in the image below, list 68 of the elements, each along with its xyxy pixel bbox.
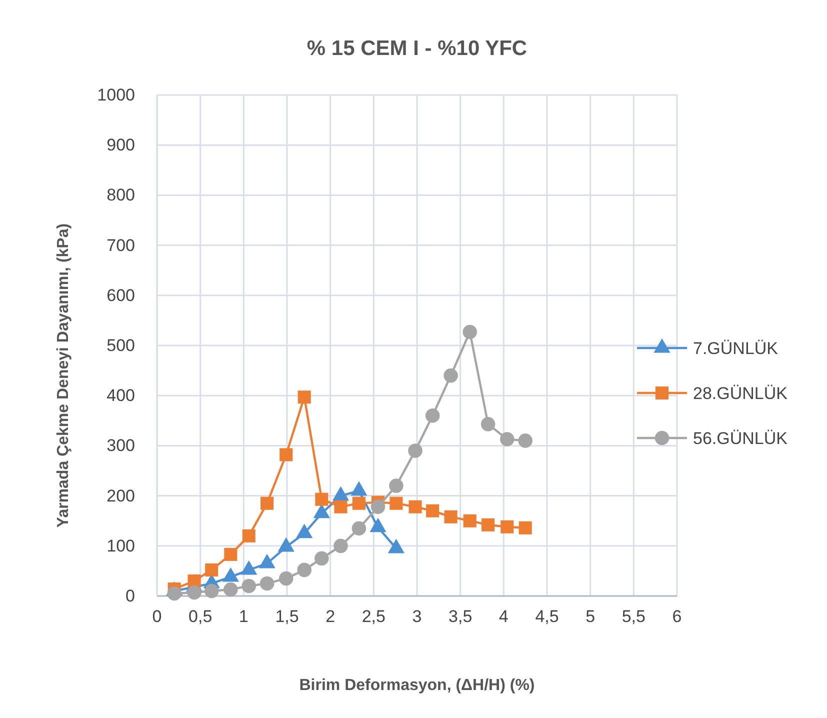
point [408, 500, 422, 514]
y-axis-title: Yarmada Çekme Deneyi Dayanımı, (kPa) [55, 223, 72, 528]
point [500, 432, 514, 446]
legend-label: 7.GÜNLÜK [693, 339, 779, 358]
y-tick-label: 500 [106, 336, 135, 355]
x-tick-label: 1,5 [275, 607, 299, 626]
legend-label: 56.GÜNLÜK [693, 429, 788, 448]
y-tick-label: 700 [106, 236, 135, 255]
point [280, 448, 293, 462]
x-tick-label: 4,5 [535, 607, 559, 626]
x-tick-label: 0,5 [188, 607, 212, 626]
point [187, 585, 202, 600]
x-tick-label: 6 [672, 607, 682, 626]
chart-title: % 15 CEM I - %10 YFC [306, 37, 528, 60]
point [408, 444, 422, 458]
x-tick-label: 4 [498, 607, 508, 626]
point [224, 548, 238, 561]
y-tick-label: 100 [106, 536, 135, 556]
point [352, 496, 366, 510]
x-tick-label: 5,5 [622, 607, 646, 626]
x-tick-label: 0 [152, 607, 162, 626]
y-tick-label: 0 [126, 586, 135, 606]
point [314, 551, 329, 566]
point [482, 518, 495, 532]
legend-label: 28.GÜNLÜK [693, 384, 788, 403]
point [278, 571, 294, 586]
point [315, 492, 328, 506]
point [518, 521, 532, 534]
point [518, 434, 532, 448]
y-tick-label: 600 [106, 286, 135, 305]
point [260, 496, 274, 510]
point [260, 576, 274, 591]
point [242, 578, 256, 594]
point [370, 500, 386, 514]
point [205, 563, 218, 576]
point [298, 390, 311, 404]
point [204, 584, 219, 598]
point [224, 582, 238, 597]
y-tick-label: 800 [106, 186, 135, 205]
point [480, 417, 496, 432]
point [334, 538, 348, 554]
point [425, 408, 440, 423]
y-tick-label: 300 [106, 436, 135, 456]
x-tick-label: 1 [238, 607, 248, 626]
point [463, 514, 476, 528]
point [444, 368, 458, 383]
point [500, 520, 514, 534]
x-axis-title: Birim Deformasyon, (ΔH/H) (%) [299, 677, 535, 694]
point [352, 521, 366, 536]
point [188, 574, 201, 588]
point [167, 586, 182, 601]
x-tick-label: 2,5 [362, 607, 386, 626]
point [444, 510, 458, 524]
y-tick-label: 900 [106, 136, 135, 155]
x-tick-label: 3 [412, 607, 422, 626]
point [242, 529, 256, 542]
x-tick-label: 5 [586, 607, 596, 626]
point [462, 324, 478, 340]
x-tick-label: 3,5 [448, 607, 472, 626]
point [426, 504, 440, 518]
point [334, 500, 348, 514]
y-tick-label: 1000 [97, 85, 135, 104]
point [390, 496, 403, 510]
point [297, 562, 312, 578]
x-tick-label: 2 [326, 607, 336, 626]
point [389, 478, 404, 493]
y-tick-label: 400 [106, 386, 135, 406]
y-tick-label: 200 [106, 486, 135, 506]
